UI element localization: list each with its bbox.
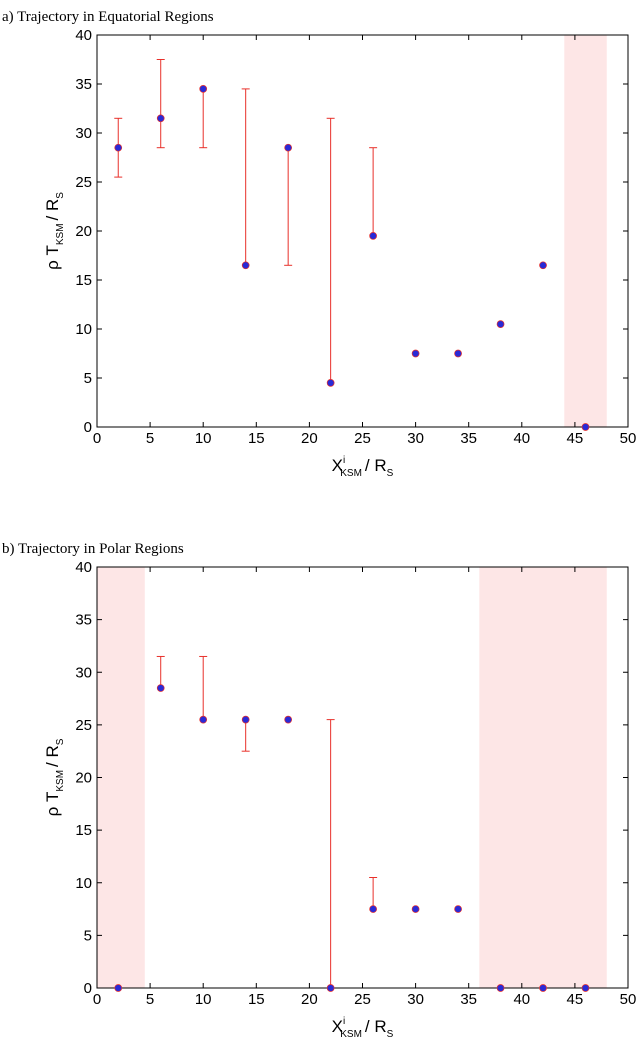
point: [284, 143, 293, 152]
y-axis-label-part: KSM: [55, 223, 66, 245]
y-tick-label: 5: [84, 927, 92, 944]
x-tick-label: 25: [354, 430, 371, 447]
x-tick-label: 15: [248, 991, 265, 1008]
shaded-region: [479, 567, 607, 988]
y-axis-label-part: ρ T: [43, 245, 62, 270]
point: [326, 984, 335, 992]
point: [539, 261, 547, 270]
point: [496, 984, 505, 992]
y-tick-label: 20: [75, 223, 92, 240]
x-axis-label-part: X: [332, 1017, 343, 1036]
x-tick-label: 50: [620, 430, 637, 447]
x-axis-label-part: S: [387, 468, 394, 479]
plot-frame: [96, 34, 629, 428]
x-axis-label-part: / R: [365, 456, 387, 475]
point: [114, 984, 123, 992]
x-tick-label: 35: [460, 991, 477, 1008]
y-tick-label: 15: [75, 272, 92, 289]
x-tick-label: 10: [195, 430, 212, 447]
x-axis-label-part: S: [387, 1029, 394, 1040]
point: [284, 715, 293, 724]
point: [326, 379, 335, 387]
y-tick-label: 40: [75, 559, 92, 576]
y-tick-label: 0: [84, 980, 92, 997]
x-axis-label: Xi KSM / RS: [332, 1016, 394, 1040]
y-tick-label: 40: [75, 27, 92, 44]
x-tick-label: 50: [620, 991, 637, 1008]
y-axis-label: ρ TKSM / RS: [43, 738, 66, 816]
x-tick-label: 45: [567, 991, 584, 1008]
x-tick-label: 25: [354, 991, 371, 1008]
chart-title: a) Trajectory in Equatorial Regions: [2, 9, 214, 25]
point: [496, 320, 505, 328]
point: [539, 984, 547, 992]
y-axis-label-part: / R: [43, 199, 62, 221]
point: [581, 984, 590, 992]
point: [369, 232, 377, 240]
point: [241, 715, 250, 724]
y-tick-label: 0: [84, 419, 92, 436]
x-tick-label: 0: [93, 430, 101, 447]
shaded-region: [97, 567, 145, 988]
point: [411, 905, 420, 913]
point: [581, 423, 590, 431]
point: [454, 349, 462, 358]
y-tick-label: 5: [84, 370, 92, 387]
x-axis-label-part: i: [343, 455, 345, 466]
y-tick-label: 35: [75, 612, 92, 629]
x-tick-label: 45: [567, 430, 584, 447]
x-tick-label: 40: [513, 991, 530, 1008]
point: [241, 261, 250, 270]
x-tick-label: 10: [195, 991, 212, 1008]
point: [156, 114, 165, 123]
x-tick-label: 20: [301, 991, 318, 1008]
point: [454, 905, 462, 913]
point: [199, 85, 208, 93]
x-axis-label-part: i: [343, 1016, 345, 1027]
x-tick-label: 30: [407, 430, 424, 447]
y-axis-label-part: ρ T: [43, 792, 62, 817]
x-tick-label: 30: [407, 991, 424, 1008]
shaded-region: [564, 35, 607, 427]
point: [369, 905, 377, 913]
y-tick-label: 15: [75, 822, 92, 839]
x-tick-label: 20: [301, 430, 318, 447]
y-tick-label: 25: [75, 174, 92, 191]
y-tick-label: 30: [75, 125, 92, 142]
y-tick-label: 10: [75, 875, 92, 892]
chart-title: b) Trajectory in Polar Regions: [2, 541, 184, 557]
point: [156, 684, 165, 692]
x-tick-label: 5: [146, 991, 154, 1008]
y-tick-label: 20: [75, 770, 92, 787]
y-axis-label: ρ TKSM / RS: [43, 192, 66, 270]
x-axis-label: Xi KSM / RS: [332, 455, 394, 479]
x-tick-label: 15: [248, 430, 265, 447]
point: [114, 143, 123, 152]
y-axis-label-part: S: [55, 738, 66, 745]
x-axis-label-part: X: [332, 456, 343, 475]
y-axis-label-part: KSM: [55, 770, 66, 792]
x-tick-label: 0: [93, 991, 101, 1008]
y-axis-label-part: S: [55, 192, 66, 199]
x-tick-label: 35: [460, 430, 477, 447]
y-axis-label-part: / R: [43, 745, 62, 767]
y-tick-label: 10: [75, 321, 92, 338]
x-axis-label-part: KSM: [340, 1029, 362, 1040]
point: [411, 349, 420, 358]
x-axis-label-part: KSM: [340, 468, 362, 479]
y-tick-label: 35: [75, 76, 92, 93]
point: [199, 715, 208, 724]
x-tick-label: 5: [146, 430, 154, 447]
y-tick-label: 25: [75, 717, 92, 734]
x-axis-label-part: / R: [365, 1017, 387, 1036]
y-tick-label: 30: [75, 664, 92, 681]
x-tick-label: 40: [513, 430, 530, 447]
